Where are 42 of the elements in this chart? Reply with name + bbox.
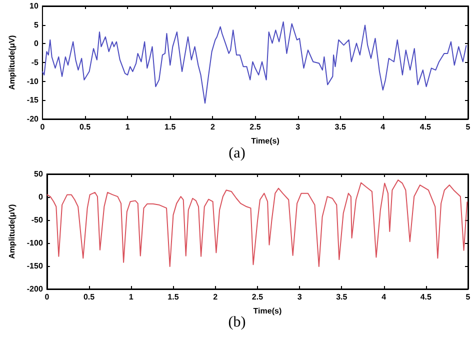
x-axis-title: Time(s) [253, 306, 282, 316]
x-tick-label: 0.5 [83, 292, 96, 302]
x-tick-label: 2 [213, 292, 218, 302]
x-tick-label: 3 [297, 292, 302, 302]
text: (a) [228, 146, 246, 162]
x-tick-label: 2 [210, 122, 216, 132]
line-series [46, 179, 468, 267]
y-axis-title: Amplitude(μV) [8, 34, 16, 90]
y-tick-label: 5 [34, 20, 40, 30]
x-tick-label: 4.5 [420, 122, 432, 132]
x-tick-label: 0.5 [79, 122, 92, 132]
x-tick-label: 4 [380, 122, 386, 132]
x-axis-title: Time(s) [251, 136, 280, 146]
text: (b) [228, 314, 246, 330]
y-tick-label: -150 [26, 262, 44, 270]
x-tick-label: 1 [125, 122, 130, 132]
x-tick-label: 2.5 [250, 122, 262, 132]
y-tick-label: 50 [34, 170, 44, 178]
y-tick-label: 10 [30, 2, 40, 10]
x-tick-label: 0 [44, 292, 50, 302]
y-tick-label: -200 [26, 284, 44, 294]
x-tick-label: 3.5 [336, 292, 348, 302]
x-tick-label: 1 [128, 292, 134, 302]
x-tick-label: 4.5 [420, 292, 432, 302]
x-tick-label: 4 [382, 292, 387, 302]
y-tick-label: -20 [26, 114, 40, 124]
y-tick-label: -5 [31, 58, 39, 67]
x-tick-label: 3.5 [334, 122, 346, 132]
line-series [42, 21, 467, 104]
y-tick-label: 0 [38, 192, 44, 202]
y-tick-label: -15 [26, 96, 40, 105]
x-tick-label: 1.5 [164, 122, 176, 132]
x-tick-label: 5 [466, 292, 471, 302]
x-tick-label: 3 [296, 122, 301, 132]
y-tick-label: -100 [26, 238, 44, 248]
x-tick-label: 1.5 [168, 292, 180, 302]
x-tick-label: 2.5 [252, 292, 264, 302]
x-tick-label: 5 [466, 122, 471, 132]
y-axis-title: Amplitude(μV) [8, 204, 16, 259]
y-tick-label: -10 [26, 76, 40, 86]
y-tick-label: -50 [31, 216, 44, 224]
y-tick-label: 0 [34, 39, 40, 48]
